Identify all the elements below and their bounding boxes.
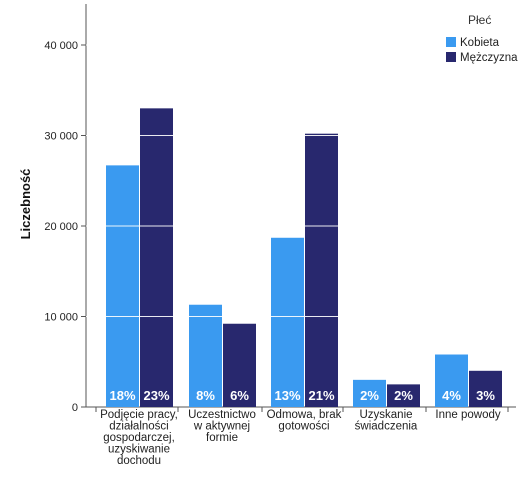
x-category-label: Odmowa, brak gotowości bbox=[267, 409, 342, 433]
y-tick-label: 0 bbox=[72, 402, 78, 414]
legend-swatch bbox=[446, 52, 456, 62]
bar-data-label: 6% bbox=[230, 388, 249, 403]
bar-data-label: 8% bbox=[196, 388, 215, 403]
y-axis-title: Liczebność bbox=[18, 169, 33, 240]
x-category-label-line: gospodarczej, bbox=[103, 432, 175, 444]
x-category-label-line: Uczestnictwo bbox=[188, 409, 256, 421]
y-tick-label: 40 000 bbox=[44, 40, 78, 52]
bar-kobieta bbox=[106, 165, 139, 407]
bar-data-label: 2% bbox=[360, 388, 379, 403]
x-category-label-line: działalności bbox=[109, 421, 168, 433]
bar-mezczyzna bbox=[469, 370, 502, 407]
bar-data-label: 4% bbox=[442, 388, 461, 403]
x-category-label-line: Podjęcie pracy, bbox=[100, 409, 178, 421]
x-category-label-line: Uzyskanie bbox=[359, 409, 412, 421]
x-category-label-line: świadczenia bbox=[355, 421, 418, 433]
x-category-label: Podjęcie pracy, działalności gospodarczej,… bbox=[100, 409, 178, 467]
y-tick-label: 30 000 bbox=[44, 131, 78, 143]
x-category-label-line: dochodu bbox=[117, 455, 161, 467]
bar-kobieta bbox=[353, 379, 386, 407]
x-category-label: Inne powody bbox=[435, 409, 500, 421]
bar-kobieta bbox=[435, 354, 468, 407]
bar-kobieta bbox=[271, 237, 304, 407]
bar-kobieta bbox=[189, 304, 222, 407]
legend-label: Kobieta bbox=[460, 37, 500, 49]
x-category-label-line: Inne powody bbox=[435, 409, 500, 421]
legend-title: Płeć bbox=[468, 13, 491, 27]
x-category-label-line: w aktywnej bbox=[193, 421, 250, 433]
x-category-label-line: gotowości bbox=[278, 421, 329, 433]
y-tick-label: 20 000 bbox=[44, 221, 78, 233]
bar-data-label: 23% bbox=[143, 388, 169, 403]
bar-mezczyzna bbox=[223, 323, 256, 407]
bar-mezczyzna bbox=[140, 108, 173, 407]
bar-mezczyzna bbox=[387, 384, 420, 407]
y-tick-label: 10 000 bbox=[44, 312, 78, 324]
x-category-label-line: uzyskiwanie bbox=[108, 444, 170, 456]
legend-swatch bbox=[446, 37, 456, 47]
bar-data-label: 2% bbox=[394, 388, 413, 403]
x-category-label: Uzyskanie świadczenia bbox=[355, 409, 418, 433]
legend-label: Mężczyzna bbox=[460, 52, 518, 64]
x-category-label-line: formie bbox=[206, 432, 238, 444]
bar-data-label: 3% bbox=[476, 388, 495, 403]
bar-mezczyzna bbox=[305, 133, 338, 407]
x-category-label: Uczestnictwo w aktywnej formie bbox=[188, 409, 256, 444]
x-category-label-line: Odmowa, brak bbox=[267, 409, 342, 421]
bar-data-label: 21% bbox=[308, 388, 334, 403]
bar-data-label: 18% bbox=[109, 388, 135, 403]
bar-data-label: 13% bbox=[274, 388, 300, 403]
